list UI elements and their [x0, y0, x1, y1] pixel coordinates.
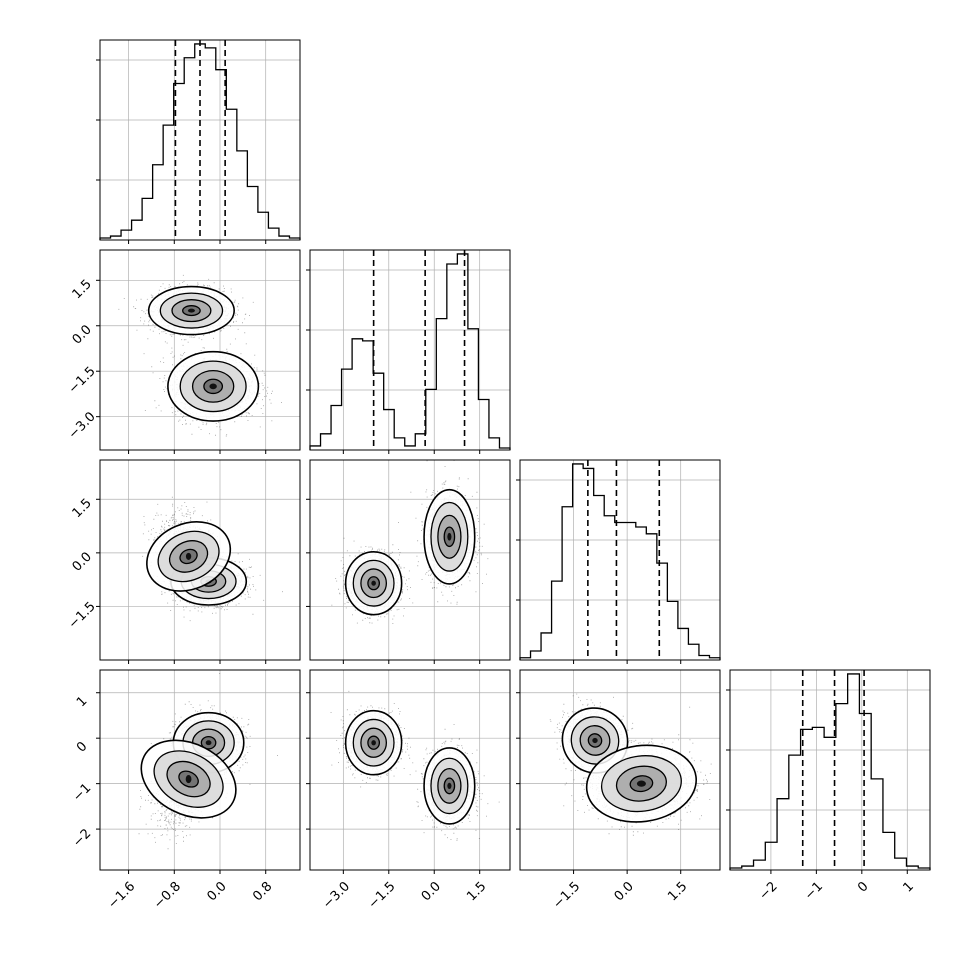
y-tick-label: −2	[70, 826, 94, 850]
x-tick-label: 0.8	[250, 879, 275, 904]
panel-content	[100, 250, 300, 450]
panel-frame	[99, 459, 301, 661]
density-peak	[447, 782, 452, 790]
x-tick-label: 0.0	[612, 879, 637, 904]
histogram-panel-1	[96, 39, 301, 244]
x-tick-label: −2	[756, 879, 780, 903]
scatter-panel-3-1: −1.5 0.0 1.5	[66, 459, 301, 664]
histogram-step-line	[519, 463, 721, 660]
histogram-step-line	[309, 253, 511, 450]
density-peak	[209, 383, 217, 390]
x-tick-label: 1.5	[665, 879, 690, 904]
x-tick-label: 0.0	[204, 879, 229, 904]
x-tick-label: −1.6	[105, 879, 138, 912]
panel-content	[520, 670, 720, 870]
panel-frame	[99, 249, 301, 451]
x-tick-label: 1	[901, 879, 917, 895]
panel-content	[310, 460, 510, 660]
x-tick-label: −1.5	[550, 879, 583, 912]
y-tick-label: −1.5	[66, 364, 99, 397]
y-tick-label: 0	[74, 739, 90, 755]
panel-frame	[99, 39, 301, 241]
panel-content	[310, 670, 510, 870]
x-tick-label: −1	[802, 879, 826, 903]
histogram-panel-2	[306, 249, 511, 454]
scatter-panel-4-3	[516, 669, 721, 874]
x-tick-label: 0.0	[419, 879, 444, 904]
panel-content	[100, 670, 300, 870]
x-tick-label: −0.8	[151, 879, 184, 912]
scatter-panel-2-1: −3.0 −1.5 0.0 1.5	[66, 249, 301, 454]
histogram-panel-3	[516, 459, 721, 664]
x-tick-label: −1.5	[366, 879, 399, 912]
y-tick-label: −3.0	[66, 409, 99, 442]
x-tick-label: 1.5	[464, 879, 489, 904]
panel-content	[100, 460, 300, 660]
histogram-panel-4	[726, 669, 931, 874]
panel-frame	[309, 669, 511, 871]
x-tick-label: 0	[855, 879, 871, 895]
panel-frame	[729, 669, 931, 871]
density-peak	[185, 775, 192, 784]
density-peak	[371, 580, 376, 586]
density-peak	[592, 737, 598, 744]
density-peak	[636, 780, 646, 787]
y-tick-label: 0.0	[70, 322, 95, 347]
panel-frame	[309, 249, 511, 451]
scatter-panel-4-1: −2 −1 0 1	[70, 669, 301, 874]
histogram-step-line	[729, 673, 931, 870]
y-tick-label: −1	[70, 781, 94, 805]
y-tick-label: 0.0	[70, 549, 95, 574]
density-peak	[185, 552, 192, 560]
scatter-panel-3-2	[306, 459, 511, 664]
y-tick-label: −1.5	[66, 599, 99, 632]
y-tick-label: 1.5	[70, 277, 95, 302]
density-peak	[447, 532, 452, 541]
scatter-panel-4-2	[306, 669, 511, 874]
panel-frame	[519, 459, 721, 661]
density-peak	[205, 740, 212, 746]
x-tick-label: −3.0	[320, 879, 353, 912]
density-peak	[371, 740, 376, 746]
y-tick-label: 1	[74, 694, 90, 710]
panel-frame	[309, 459, 511, 661]
panel-frame	[99, 669, 301, 871]
panel-frame	[519, 669, 721, 871]
y-tick-label: 1.5	[70, 496, 95, 521]
density-peak	[187, 308, 195, 313]
